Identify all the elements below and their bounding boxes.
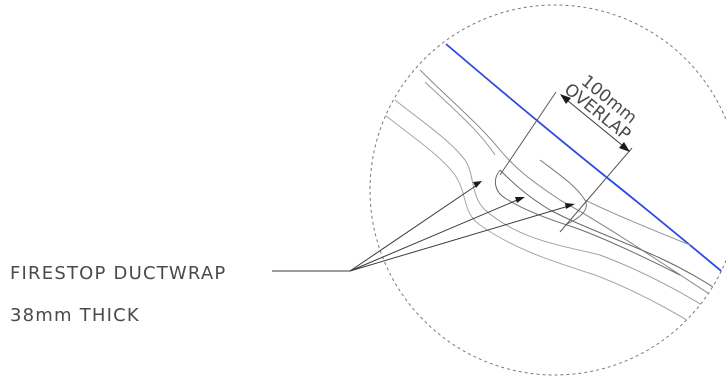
leader-arrow-2 bbox=[515, 197, 525, 203]
leader-line-2 bbox=[349, 197, 523, 272]
wrap-joint-return bbox=[494, 169, 681, 276]
annotation-line-2: 38mm THICK bbox=[10, 305, 140, 326]
dimension-line bbox=[561, 95, 629, 151]
dimension-extension-left bbox=[499, 91, 557, 176]
leader-arrow-1 bbox=[473, 181, 482, 188]
detail-circle bbox=[369, 4, 726, 376]
dimension-arrow-end bbox=[619, 142, 630, 152]
wrap-joint-overlap bbox=[499, 169, 726, 296]
leader-line-3 bbox=[349, 204, 573, 272]
duct-wall-inner bbox=[424, 81, 496, 156]
wrap-joint-end bbox=[539, 159, 587, 226]
leader-arrow-3 bbox=[565, 203, 575, 209]
wrap-layer-lower-1 bbox=[394, 99, 726, 321]
leader-line-1 bbox=[349, 182, 481, 272]
dimension-arrow-start bbox=[560, 94, 571, 104]
annotation-line-1: FIRESTOP DUCTWRAP bbox=[10, 263, 226, 284]
duct-wall-outer bbox=[419, 69, 726, 306]
wrap-joint-tail bbox=[584, 199, 691, 246]
dimension-extension-right bbox=[559, 147, 633, 233]
wrap-layer-lower-2 bbox=[384, 114, 726, 346]
